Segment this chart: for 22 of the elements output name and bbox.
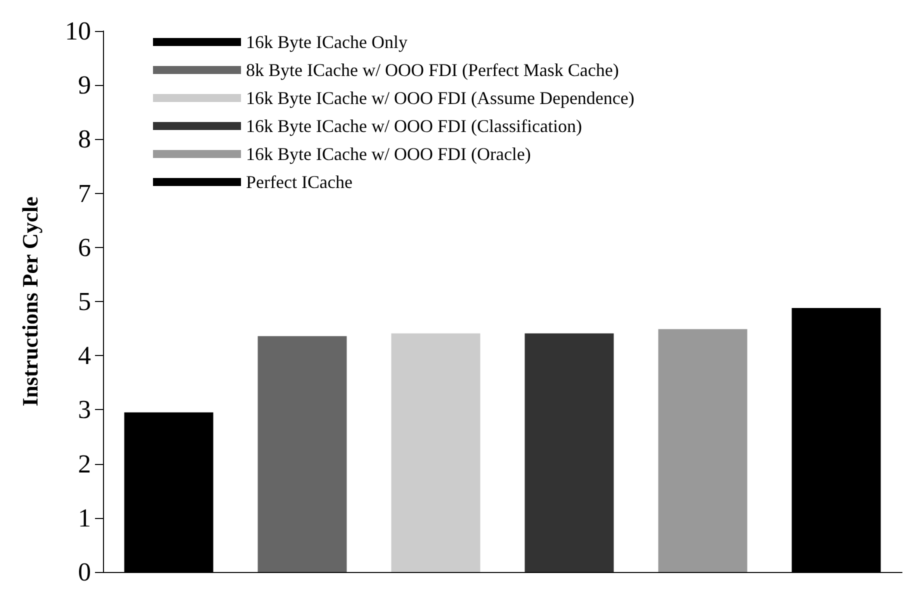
y-tick-label: 9 bbox=[78, 70, 91, 100]
bar bbox=[524, 333, 614, 572]
y-tick-label: 4 bbox=[78, 341, 91, 370]
y-tick-label: 2 bbox=[78, 449, 91, 478]
y-axis-title: Instructions Per Cycle bbox=[18, 196, 42, 406]
y-tick-label: 3 bbox=[78, 395, 91, 424]
y-tick-label: 10 bbox=[65, 16, 91, 46]
bar bbox=[258, 336, 347, 572]
y-tick-label: 6 bbox=[78, 232, 91, 262]
y-tick-label: 5 bbox=[78, 287, 91, 316]
legend-label: 16k Byte ICache w/ OOO FDI (Oracle) bbox=[246, 144, 531, 164]
bar bbox=[658, 329, 748, 572]
legend-label: 16k Byte ICache w/ OOO FDI (Classification) bbox=[246, 116, 582, 136]
bar bbox=[391, 333, 480, 572]
y-tick-label: 1 bbox=[78, 503, 91, 532]
legend-label: 16k Byte ICache Only bbox=[246, 32, 408, 52]
legend-label: 16k Byte ICache w/ OOO FDI (Assume Dependence) bbox=[246, 88, 634, 108]
y-tick-label: 7 bbox=[78, 178, 91, 208]
legend-label: 8k Byte ICache w/ OOO FDI (Perfect Mask Cache) bbox=[246, 60, 619, 80]
legend-label: Perfect ICache bbox=[246, 172, 352, 192]
y-tick-label: 8 bbox=[78, 124, 91, 154]
y-tick-label: 0 bbox=[78, 558, 91, 586]
